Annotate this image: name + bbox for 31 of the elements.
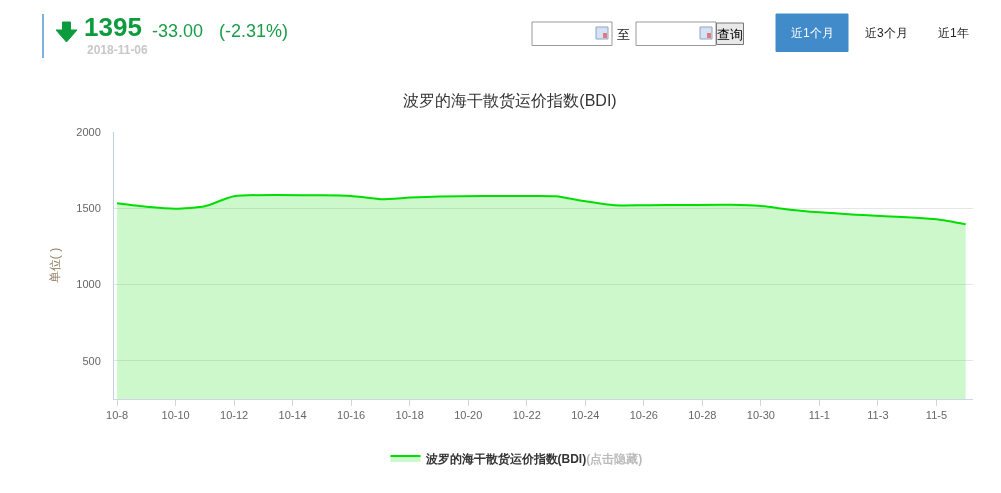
y-tick-label: 1500 [76, 202, 101, 215]
text: -33.00 [152, 21, 204, 41]
text: (点击隐藏) [586, 451, 643, 466]
x-tick-label: 11-1 [808, 409, 830, 422]
x-tick-label: 10-26 [629, 409, 658, 422]
text: (-2.31%) [219, 21, 289, 41]
x-tick-label: 10-8 [106, 409, 129, 422]
text: 近1年 [938, 26, 969, 40]
text: 近1个月 [791, 26, 834, 40]
x-tick-label: 10-24 [571, 409, 600, 422]
x-tick-label: 11-3 [867, 409, 889, 422]
legend-label: 波罗的海干散货运价指数(BDI) [424, 451, 587, 466]
x-tick-label: 11-5 [925, 409, 948, 422]
x-tick-label: 10-20 [454, 409, 483, 422]
y-tick-label: 500 [82, 354, 101, 367]
text: 1395 [84, 12, 142, 42]
x-tick-label: 10-10 [161, 409, 190, 422]
x-tick-label: 10-22 [512, 409, 541, 422]
chart-title: 波罗的海干散货运价指数(BDI) [403, 91, 617, 109]
x-tick-label: 10-14 [278, 409, 307, 422]
text: 查询 [717, 27, 743, 42]
x-tick-label: 10-28 [688, 409, 717, 422]
y-tick-label: 2000 [76, 125, 101, 138]
x-tick-label: 10-18 [395, 409, 424, 422]
y-axis-title: 单位( ) [47, 247, 62, 284]
y-tick-label: 1000 [76, 278, 101, 291]
text: 至 [617, 27, 630, 42]
x-tick-label: 10-16 [337, 409, 366, 422]
text: 近3个月 [865, 26, 908, 40]
x-tick-label: 10-30 [746, 409, 775, 422]
x-tick-label: 10-12 [220, 409, 249, 422]
